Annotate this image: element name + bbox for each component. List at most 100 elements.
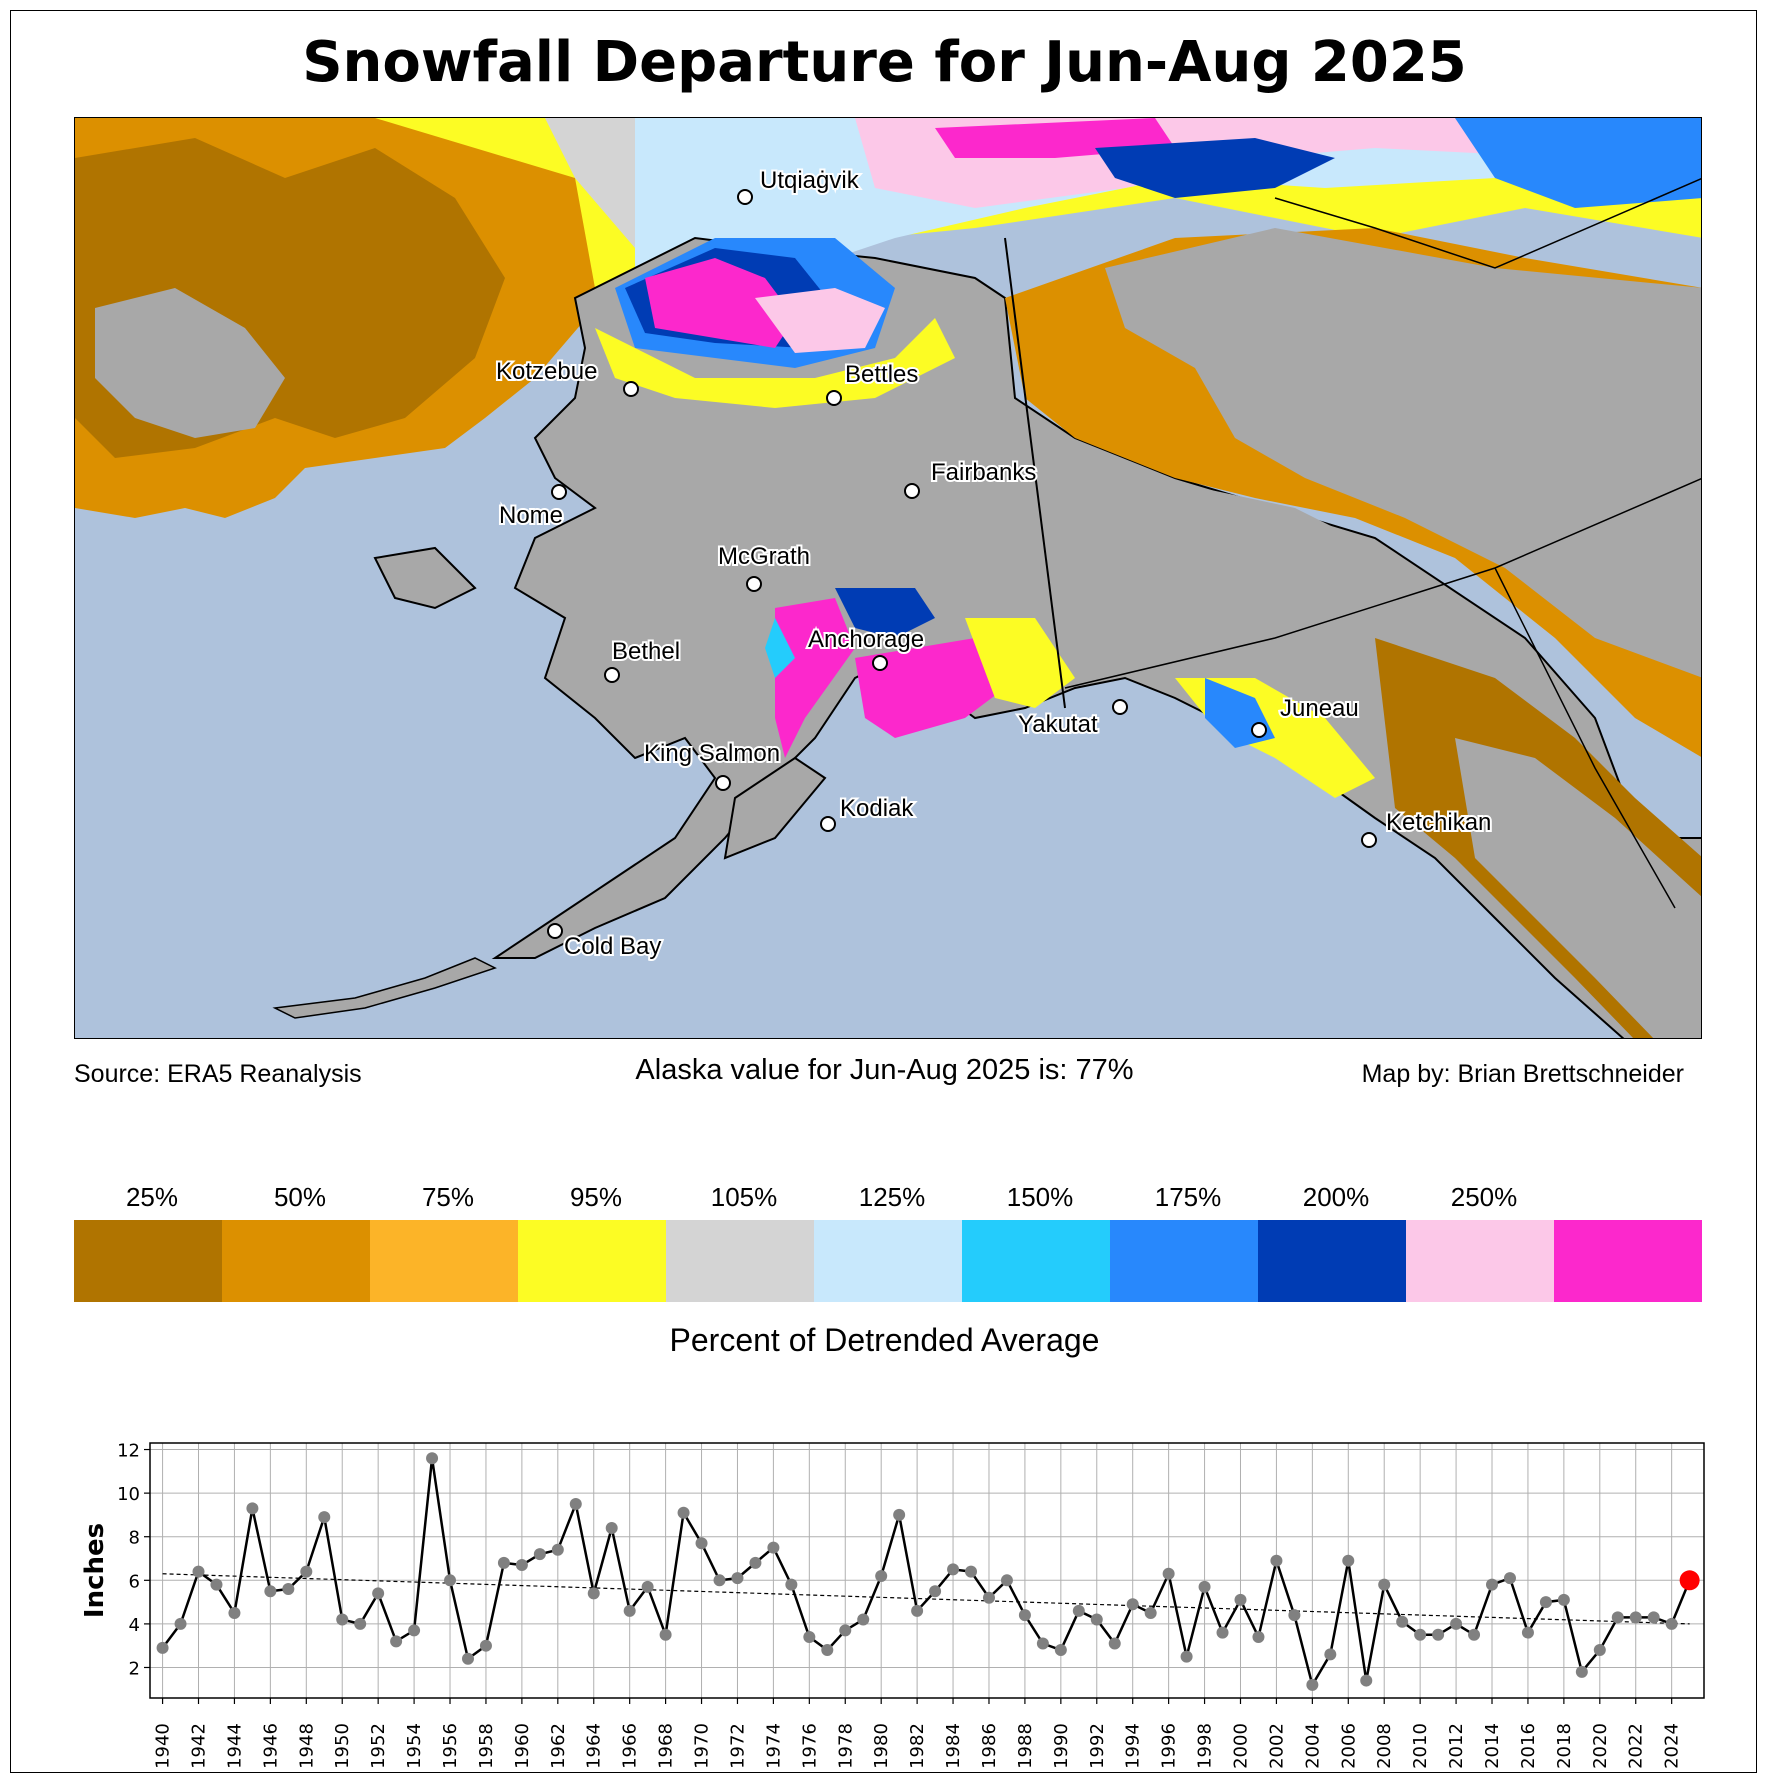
data-point bbox=[515, 1559, 528, 1572]
y-tick-label: 6 bbox=[129, 1571, 140, 1592]
data-point bbox=[444, 1574, 457, 1587]
arctic-darkblue bbox=[1095, 138, 1335, 198]
highlight-point bbox=[1679, 1570, 1700, 1591]
x-tick-label: 2022 bbox=[1626, 1723, 1647, 1769]
data-point bbox=[300, 1565, 313, 1578]
data-point bbox=[821, 1644, 834, 1657]
data-point bbox=[695, 1537, 708, 1550]
label-utqiagvik: Utqiaġvik bbox=[760, 167, 860, 194]
colorbar-tick: 150% bbox=[1006, 1182, 1074, 1212]
data-point bbox=[1629, 1611, 1642, 1624]
marker-kodiak[interactable] bbox=[820, 816, 836, 832]
y-tick-label: 8 bbox=[129, 1528, 140, 1549]
label-nome: Nome bbox=[499, 502, 563, 529]
marker-kotzebue[interactable] bbox=[623, 381, 639, 397]
data-point bbox=[641, 1580, 654, 1593]
marker-juneau[interactable] bbox=[1251, 722, 1267, 738]
x-tick-label: 1980 bbox=[871, 1723, 892, 1769]
data-point bbox=[1378, 1578, 1391, 1591]
land-aleutians bbox=[272, 957, 497, 1019]
data-point bbox=[803, 1630, 816, 1643]
data-point bbox=[497, 1556, 510, 1569]
x-tick-label: 2004 bbox=[1302, 1723, 1323, 1769]
marker-fairbanks[interactable] bbox=[904, 483, 920, 499]
marker-utqiagvik[interactable] bbox=[737, 189, 753, 205]
x-tick-label: 1946 bbox=[260, 1723, 281, 1769]
data-point bbox=[1468, 1628, 1481, 1641]
x-tick-label: 1954 bbox=[404, 1723, 425, 1769]
data-point bbox=[1072, 1604, 1085, 1617]
data-point bbox=[1054, 1644, 1067, 1657]
data-point bbox=[1198, 1580, 1211, 1593]
colorbar-tick: 50% bbox=[273, 1182, 327, 1212]
yukon-gray-a bbox=[1105, 228, 1701, 678]
y-tick-label: 2 bbox=[129, 1658, 140, 1679]
x-tick-label: 1970 bbox=[692, 1723, 713, 1769]
x-tick-label: 1998 bbox=[1195, 1723, 1216, 1769]
data-point bbox=[767, 1541, 780, 1554]
colorbar-swatch-4 bbox=[666, 1220, 814, 1302]
marker-nome[interactable] bbox=[551, 484, 567, 500]
data-point bbox=[1306, 1678, 1319, 1691]
data-point bbox=[785, 1578, 798, 1591]
colorbar-tick: 200% bbox=[1302, 1182, 1370, 1212]
x-tick-label: 1990 bbox=[1051, 1723, 1072, 1769]
data-point bbox=[228, 1607, 241, 1619]
data-point bbox=[1521, 1626, 1534, 1639]
data-point bbox=[605, 1522, 618, 1534]
data-point bbox=[1414, 1628, 1427, 1641]
colorbar-swatch-6 bbox=[962, 1220, 1110, 1302]
x-tick-label: 1964 bbox=[584, 1723, 605, 1769]
data-point bbox=[1360, 1674, 1373, 1687]
label-yakutat: Yakutat bbox=[1018, 711, 1098, 738]
label-mcgrath: McGrath bbox=[718, 543, 810, 570]
marker-anchorage[interactable] bbox=[872, 655, 888, 671]
data-point bbox=[479, 1639, 492, 1652]
data-point bbox=[354, 1617, 367, 1630]
data-point bbox=[192, 1565, 205, 1578]
x-tick-label: 1968 bbox=[656, 1723, 677, 1769]
x-tick-label: 2006 bbox=[1338, 1723, 1359, 1769]
colorbar-swatch-2 bbox=[370, 1220, 518, 1302]
plot-frame bbox=[149, 1442, 1705, 1699]
colorbar-swatch-5 bbox=[814, 1220, 962, 1302]
marker-ketchikan[interactable] bbox=[1361, 832, 1377, 848]
data-point bbox=[1216, 1626, 1229, 1639]
label-kingsalmon: King Salmon bbox=[644, 740, 780, 767]
x-tick-label: 1940 bbox=[153, 1723, 174, 1769]
data-point bbox=[390, 1635, 403, 1648]
marker-bettles[interactable] bbox=[826, 390, 842, 406]
data-point bbox=[246, 1502, 259, 1515]
marker-yakutat[interactable] bbox=[1112, 699, 1128, 715]
marker-bethel[interactable] bbox=[604, 667, 620, 683]
data-point bbox=[318, 1511, 331, 1524]
land-alaska bbox=[491, 236, 1701, 1038]
y-tick-label: 12 bbox=[117, 1441, 140, 1462]
y-tick-label: 10 bbox=[117, 1484, 140, 1505]
data-point bbox=[569, 1498, 582, 1511]
colorbar bbox=[74, 1220, 1702, 1302]
alaska-value-label: Alaska value for Jun-Aug 2025 is: 77% bbox=[635, 1054, 1134, 1086]
data-point bbox=[461, 1652, 474, 1665]
data-point bbox=[929, 1585, 942, 1598]
trend-line bbox=[162, 1573, 1690, 1625]
data-point bbox=[1539, 1596, 1552, 1609]
marker-kingsalmon[interactable] bbox=[715, 775, 731, 791]
data-point bbox=[336, 1613, 349, 1626]
x-tick-label: 1944 bbox=[224, 1723, 245, 1769]
data-point bbox=[911, 1604, 924, 1617]
x-tick-label: 1988 bbox=[1015, 1723, 1036, 1769]
colorbar-swatch-9 bbox=[1406, 1220, 1554, 1302]
data-point bbox=[965, 1565, 978, 1578]
data-point bbox=[1486, 1578, 1499, 1591]
colorbar-swatch-1 bbox=[222, 1220, 370, 1302]
label-ketchikan: Ketchikan bbox=[1386, 809, 1491, 836]
data-point bbox=[1252, 1630, 1265, 1643]
data-point bbox=[749, 1556, 762, 1569]
data-point bbox=[282, 1583, 295, 1596]
data-point bbox=[1162, 1567, 1175, 1580]
colorbar-swatch-7 bbox=[1110, 1220, 1258, 1302]
marker-mcgrath[interactable] bbox=[746, 576, 762, 592]
marker-coldbay[interactable] bbox=[547, 923, 563, 939]
data-point bbox=[1270, 1554, 1283, 1567]
